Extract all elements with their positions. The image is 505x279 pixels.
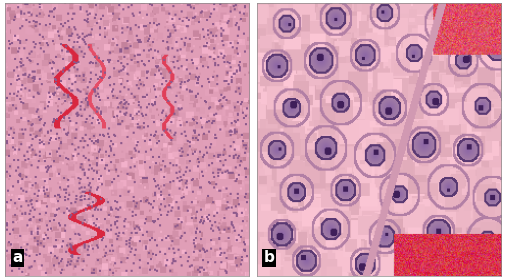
Text: a: a	[12, 250, 23, 265]
Text: b: b	[264, 250, 274, 265]
